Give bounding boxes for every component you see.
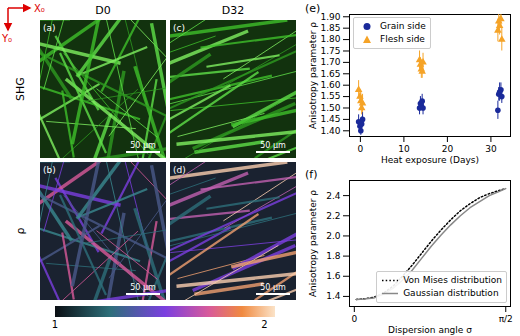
svg-text:π/2: π/2 — [499, 314, 513, 324]
svg-text:1.80: 1.80 — [320, 34, 340, 44]
svg-text:1.50: 1.50 — [320, 103, 340, 113]
html-text:Grain side: Grain side — [380, 21, 426, 31]
svg-text:20: 20 — [442, 144, 454, 154]
html-text:(f): (f) — [305, 168, 318, 181]
svg-text:0: 0 — [351, 314, 357, 324]
svg-text:Dispersion angle σ: Dispersion angle σ — [388, 325, 472, 335]
svg-text:1.6: 1.6 — [326, 271, 341, 281]
svg-text:D32: D32 — [222, 4, 244, 17]
svg-text:2: 2 — [261, 319, 267, 330]
svg-text:Anisotropy parameter ρ: Anisotropy parameter ρ — [308, 190, 318, 297]
svg-text:50 µm: 50 µm — [130, 141, 156, 150]
svg-text:30: 30 — [485, 144, 497, 154]
svg-text:50 µm: 50 µm — [260, 141, 286, 150]
svg-text:1.55: 1.55 — [320, 91, 340, 101]
svg-text:1.8: 1.8 — [326, 251, 341, 261]
svg-text:50 µm: 50 µm — [260, 283, 286, 292]
html-text:Flesh side: Flesh side — [380, 34, 425, 44]
svg-text:ρ: ρ — [14, 227, 27, 234]
html-text:Gaussian distribution: Gaussian distribution — [403, 288, 499, 298]
svg-text:1.40: 1.40 — [320, 126, 340, 136]
svg-text:1: 1 — [52, 319, 58, 330]
svg-text:1.65: 1.65 — [320, 69, 340, 79]
svg-text:10: 10 — [398, 144, 410, 154]
svg-text:D0: D0 — [95, 4, 110, 17]
svg-text:(c): (c) — [173, 23, 185, 33]
svg-text:Heat exposure (Days): Heat exposure (Days) — [381, 155, 479, 165]
svg-text:1.70: 1.70 — [320, 57, 340, 67]
svg-text:(d): (d) — [173, 165, 186, 175]
svg-text:X₀: X₀ — [34, 3, 45, 14]
svg-text:(a): (a) — [43, 23, 56, 33]
svg-text:0: 0 — [358, 144, 364, 154]
svg-text:(b): (b) — [43, 165, 56, 175]
svg-text:1.90: 1.90 — [320, 12, 340, 22]
svg-text:50 µm: 50 µm — [130, 283, 156, 292]
html-text:(e): (e) — [305, 2, 321, 15]
svg-text:1.45: 1.45 — [320, 114, 340, 124]
svg-text:2.0: 2.0 — [326, 231, 341, 241]
svg-text:1.85: 1.85 — [320, 23, 340, 33]
html-text:Von Mises distribution: Von Mises distribution — [403, 275, 502, 285]
svg-text:1.75: 1.75 — [320, 46, 340, 56]
svg-text:1.60: 1.60 — [320, 80, 340, 90]
svg-text:2.2: 2.2 — [326, 211, 340, 221]
svg-text:2.4: 2.4 — [326, 191, 341, 201]
svg-text:SHG: SHG — [14, 77, 27, 101]
svg-text:Y₀: Y₀ — [1, 33, 12, 44]
svg-text:Anisotropy parameter ρ: Anisotropy parameter ρ — [308, 22, 318, 129]
svg-text:1.4: 1.4 — [326, 291, 341, 301]
